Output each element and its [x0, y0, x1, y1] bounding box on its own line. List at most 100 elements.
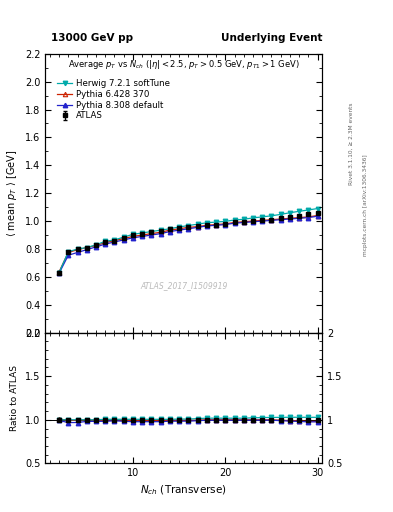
Herwig 7.2.1 softTune — [140, 230, 145, 236]
Pythia 6.428 370 — [297, 215, 301, 221]
Pythia 6.428 370 — [306, 214, 311, 220]
Pythia 8.308 default — [306, 215, 311, 221]
Herwig 7.2.1 softTune — [149, 228, 154, 234]
Pythia 8.308 default — [167, 228, 172, 234]
Pythia 6.428 370 — [278, 216, 283, 222]
Pythia 8.308 default — [251, 219, 255, 225]
Pythia 6.428 370 — [223, 221, 228, 227]
Pythia 6.428 370 — [251, 218, 255, 224]
Pythia 8.308 default — [223, 222, 228, 228]
Pythia 8.308 default — [186, 226, 191, 232]
Herwig 7.2.1 softTune — [158, 227, 163, 233]
Herwig 7.2.1 softTune — [121, 234, 126, 240]
Herwig 7.2.1 softTune — [223, 218, 228, 224]
Pythia 8.308 default — [214, 222, 219, 228]
Pythia 6.428 370 — [66, 249, 71, 255]
Pythia 8.308 default — [130, 234, 135, 241]
Pythia 8.308 default — [149, 232, 154, 238]
Text: Rivet 3.1.10, ≥ 2.3M events: Rivet 3.1.10, ≥ 2.3M events — [349, 102, 354, 185]
Pythia 8.308 default — [57, 270, 61, 276]
Pythia 6.428 370 — [94, 242, 98, 248]
Herwig 7.2.1 softTune — [315, 205, 320, 211]
Herwig 7.2.1 softTune — [306, 207, 311, 213]
Herwig 7.2.1 softTune — [214, 219, 219, 225]
Pythia 8.308 default — [269, 217, 274, 223]
Herwig 7.2.1 softTune — [177, 224, 182, 230]
Herwig 7.2.1 softTune — [241, 216, 246, 222]
Pythia 8.308 default — [241, 220, 246, 226]
Herwig 7.2.1 softTune — [75, 246, 80, 252]
Pythia 8.308 default — [158, 230, 163, 237]
Pythia 6.428 370 — [288, 215, 292, 221]
Pythia 8.308 default — [94, 244, 98, 250]
Pythia 6.428 370 — [241, 219, 246, 225]
X-axis label: $N_{ch}$ (Transverse): $N_{ch}$ (Transverse) — [140, 484, 227, 497]
Herwig 7.2.1 softTune — [251, 215, 255, 221]
Pythia 8.308 default — [204, 223, 209, 229]
Herwig 7.2.1 softTune — [94, 242, 98, 248]
Legend: Herwig 7.2.1 softTune, Pythia 6.428 370, Pythia 8.308 default, ATLAS: Herwig 7.2.1 softTune, Pythia 6.428 370,… — [55, 78, 171, 122]
Herwig 7.2.1 softTune — [167, 226, 172, 232]
Herwig 7.2.1 softTune — [260, 214, 264, 220]
Pythia 6.428 370 — [186, 224, 191, 230]
Pythia 8.308 default — [84, 247, 89, 253]
Pythia 6.428 370 — [204, 222, 209, 228]
Herwig 7.2.1 softTune — [57, 270, 61, 276]
Pythia 6.428 370 — [158, 229, 163, 236]
Pythia 8.308 default — [232, 220, 237, 226]
Text: ATLAS_2017_I1509919: ATLAS_2017_I1509919 — [140, 281, 228, 290]
Herwig 7.2.1 softTune — [269, 212, 274, 219]
Pythia 6.428 370 — [214, 222, 219, 228]
Pythia 6.428 370 — [103, 240, 108, 246]
Herwig 7.2.1 softTune — [103, 238, 108, 244]
Y-axis label: $\langle$ mean $p_T$ $\rangle$ [GeV]: $\langle$ mean $p_T$ $\rangle$ [GeV] — [5, 150, 19, 237]
Pythia 6.428 370 — [75, 247, 80, 253]
Pythia 6.428 370 — [232, 220, 237, 226]
Herwig 7.2.1 softTune — [66, 249, 71, 255]
Pythia 6.428 370 — [177, 226, 182, 232]
Pythia 8.308 default — [75, 249, 80, 255]
Pythia 8.308 default — [278, 217, 283, 223]
Pythia 6.428 370 — [149, 230, 154, 237]
Pythia 6.428 370 — [57, 269, 61, 275]
Line: Herwig 7.2.1 softTune: Herwig 7.2.1 softTune — [57, 206, 320, 275]
Herwig 7.2.1 softTune — [186, 223, 191, 229]
Herwig 7.2.1 softTune — [204, 220, 209, 226]
Pythia 8.308 default — [297, 215, 301, 221]
Pythia 8.308 default — [66, 252, 71, 259]
Pythia 8.308 default — [177, 227, 182, 233]
Pythia 6.428 370 — [167, 227, 172, 233]
Text: Underlying Event: Underlying Event — [221, 33, 322, 43]
Herwig 7.2.1 softTune — [130, 231, 135, 238]
Text: Average $p_T$ vs $N_{ch}$ ($|\eta| < 2.5$, $p_T > 0.5$ GeV, $p_{T1} > 1$ GeV): Average $p_T$ vs $N_{ch}$ ($|\eta| < 2.5… — [68, 58, 299, 71]
Pythia 8.308 default — [140, 233, 145, 240]
Pythia 8.308 default — [288, 216, 292, 222]
Herwig 7.2.1 softTune — [297, 208, 301, 215]
Pythia 8.308 default — [260, 218, 264, 224]
Herwig 7.2.1 softTune — [195, 221, 200, 227]
Line: Pythia 6.428 370: Pythia 6.428 370 — [57, 214, 320, 274]
Herwig 7.2.1 softTune — [232, 217, 237, 223]
Herwig 7.2.1 softTune — [112, 237, 117, 243]
Pythia 6.428 370 — [260, 217, 264, 223]
Pythia 6.428 370 — [130, 233, 135, 240]
Pythia 8.308 default — [195, 224, 200, 230]
Pythia 8.308 default — [315, 213, 320, 219]
Pythia 6.428 370 — [269, 217, 274, 223]
Herwig 7.2.1 softTune — [288, 209, 292, 216]
Pythia 6.428 370 — [84, 245, 89, 251]
Text: mcplots.cern.ch [arXiv:1306.3436]: mcplots.cern.ch [arXiv:1306.3436] — [363, 154, 368, 255]
Pythia 6.428 370 — [195, 224, 200, 230]
Pythia 8.308 default — [121, 237, 126, 243]
Pythia 6.428 370 — [121, 236, 126, 242]
Pythia 6.428 370 — [140, 232, 145, 238]
Pythia 8.308 default — [103, 241, 108, 247]
Text: 13000 GeV pp: 13000 GeV pp — [51, 33, 133, 43]
Pythia 6.428 370 — [315, 212, 320, 219]
Pythia 8.308 default — [112, 239, 117, 245]
Herwig 7.2.1 softTune — [84, 245, 89, 251]
Pythia 6.428 370 — [112, 238, 117, 244]
Line: Pythia 8.308 default: Pythia 8.308 default — [57, 214, 320, 275]
Y-axis label: Ratio to ATLAS: Ratio to ATLAS — [10, 365, 19, 431]
Herwig 7.2.1 softTune — [278, 211, 283, 218]
